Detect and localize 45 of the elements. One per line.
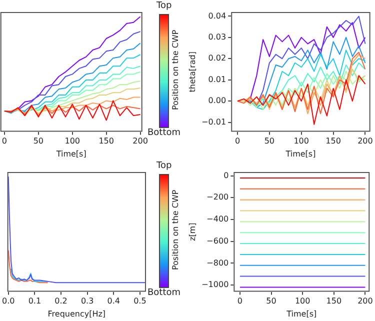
x-tick-label: 100 — [294, 136, 309, 146]
y-axis-title: z[m] — [188, 222, 197, 242]
x-tick-label: 0.3 — [80, 296, 94, 306]
color-bar-title: Position on the CWP — [171, 30, 180, 110]
x-tick-label: 0.5 — [134, 296, 146, 306]
y-tick-label: 0.03 — [208, 32, 226, 42]
y-tick-label: 0.00 — [208, 96, 226, 106]
x-tick-label: 0 — [2, 136, 7, 146]
y-tick-label: −200 — [206, 192, 229, 202]
x-tick-label: 0.2 — [54, 296, 68, 306]
x-tick-label: 50 — [264, 136, 275, 146]
x-axis-title: Frequency[Hz] — [48, 309, 106, 318]
x-tick-label: 0.1 — [28, 296, 42, 306]
y-tick-label: −800 — [206, 258, 229, 268]
x-tick-label: 50 — [266, 296, 276, 306]
text: Bottom — [148, 128, 181, 138]
x-tick-label: 0.0 — [2, 296, 15, 306]
y-tick-label: −1000 — [202, 280, 229, 290]
y-tick-label: −0.01 — [202, 117, 226, 126]
x-tick-label: 200 — [358, 296, 373, 306]
x-tick-label: 200 — [358, 136, 373, 146]
x-tick-label: 150 — [326, 296, 342, 306]
x-axis-title: Time[s] — [55, 149, 86, 158]
y-tick-label: 0.01 — [208, 74, 226, 84]
x-tick-label: 0.4 — [107, 296, 120, 306]
x-tick-label: 0 — [234, 136, 240, 146]
x-axis-title: Time[s] — [284, 149, 316, 158]
x-tick-label: 100 — [64, 136, 80, 146]
x-tick-label: 50 — [33, 136, 44, 146]
x-tick-label: 150 — [98, 136, 114, 146]
y-tick-label: −600 — [206, 236, 229, 246]
x-axis-title: Time[s] — [286, 309, 317, 318]
x-tick-label: 100 — [294, 296, 310, 306]
x-tick-label: 0 — [237, 296, 242, 306]
y-tick-label: −400 — [206, 214, 229, 224]
text: Top — [156, 161, 172, 171]
x-tick-label: 150 — [326, 136, 341, 146]
y-axis-title: theta[rad] — [188, 52, 197, 92]
y-tick-label: 0 — [224, 170, 229, 180]
x-tick-label: 200 — [132, 136, 148, 146]
text: Bottom — [148, 288, 181, 298]
text: Top — [156, 1, 172, 11]
y-tick-label: 0.02 — [208, 54, 226, 63]
y-tick-label: 0.04 — [208, 11, 226, 20]
color-bar-title: Position on the CWP — [171, 190, 180, 270]
